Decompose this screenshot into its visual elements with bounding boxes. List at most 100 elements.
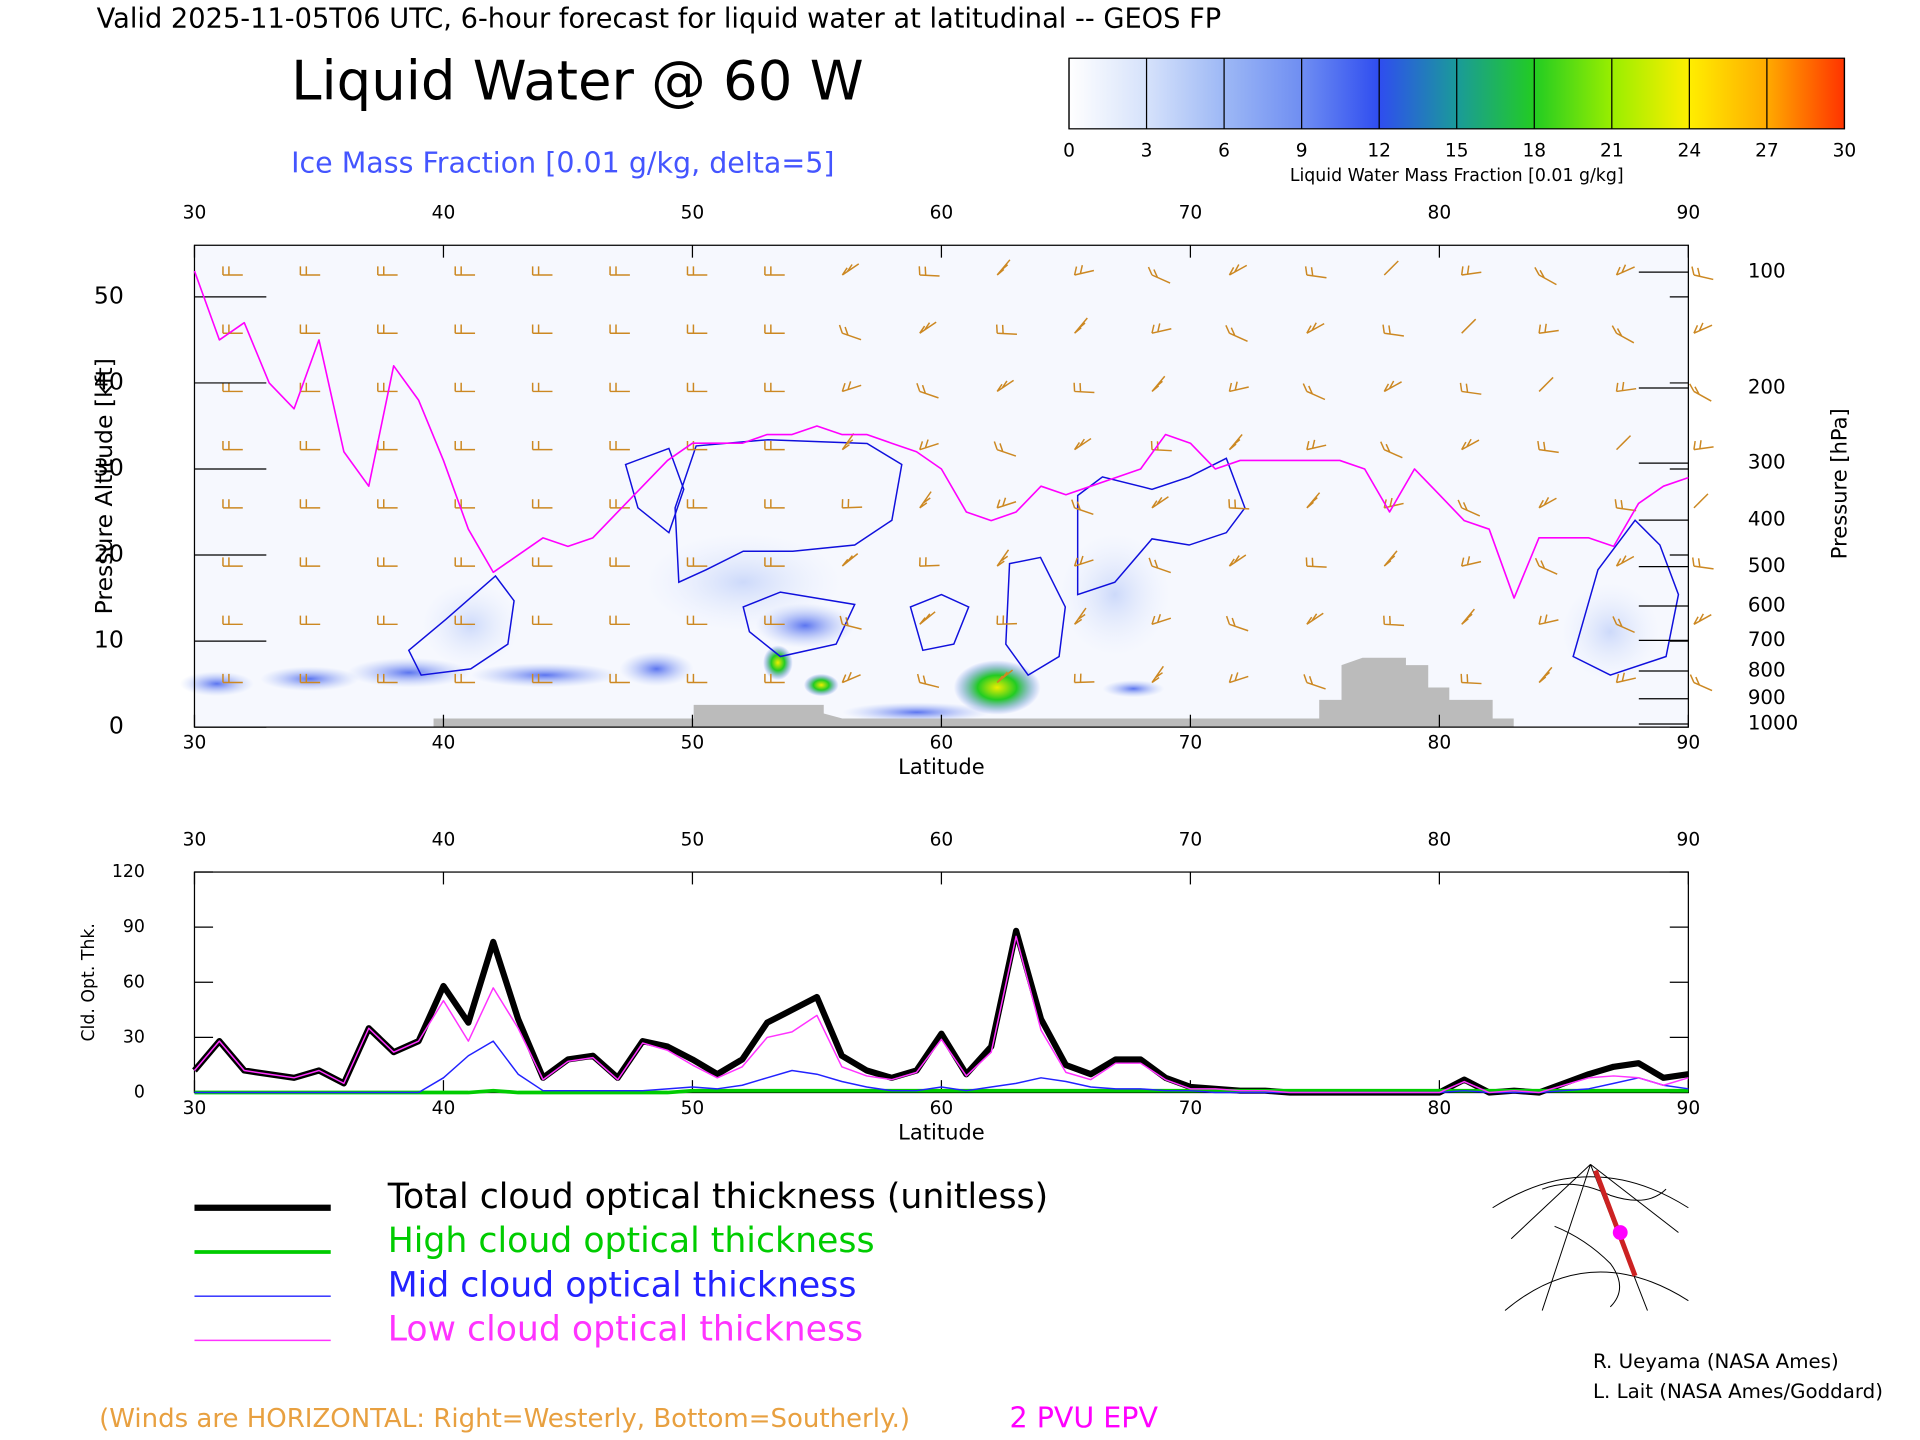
wind-barb <box>839 615 862 630</box>
wind-barb <box>1461 438 1480 451</box>
wind-barb <box>764 499 785 509</box>
wind-barb <box>919 321 937 334</box>
wind-barb <box>686 673 708 684</box>
wind-barb <box>377 557 398 567</box>
wind-barb <box>1148 557 1171 574</box>
ice-contour <box>407 438 1680 677</box>
wind-barb <box>686 382 708 393</box>
wind-barb <box>1460 673 1482 685</box>
y-tick-label: 120 <box>112 862 145 882</box>
wind-barb <box>609 499 630 509</box>
wind-barb <box>996 379 1015 393</box>
wind-barb <box>1615 435 1632 451</box>
series-line <box>193 935 1689 1094</box>
wind-barb <box>841 263 860 276</box>
wind-barb <box>1538 614 1559 626</box>
y-tick-label: 30 <box>123 1027 145 1047</box>
wind-barb <box>609 382 630 393</box>
colorbar-tick-label: 21 <box>1600 141 1624 162</box>
wind-barb <box>531 440 553 451</box>
wind-barb <box>841 553 859 567</box>
y2-tick-label: 400 <box>1748 508 1786 531</box>
x-tick-label: 40 <box>432 829 456 850</box>
wind-barb <box>299 615 321 626</box>
wind-barb <box>1228 554 1247 567</box>
wind-barb <box>764 673 785 684</box>
terrain <box>433 657 1514 728</box>
x-tick-label: 30 <box>183 829 207 850</box>
x-tick-label: 60 <box>930 733 954 754</box>
x-tick-label: 30 <box>183 1098 207 1119</box>
y2-tick-label: 800 <box>1748 659 1786 682</box>
x-tick-label: 80 <box>1428 1098 1452 1119</box>
wind-barb <box>1383 380 1402 393</box>
wind-barb <box>531 557 553 567</box>
y2-tick-label: 1000 <box>1748 711 1798 734</box>
colorbar-tick-label: 12 <box>1367 141 1391 162</box>
wind-barb <box>1459 382 1482 395</box>
credit: R. Ueyama (NASA Ames) <box>1593 1350 1839 1373</box>
y-axis-label: Cld. Opt. Thk. <box>79 923 99 1042</box>
wind-barb <box>1303 674 1326 690</box>
legend-label: Total cloud optical thickness (unitless) <box>387 1177 1048 1217</box>
colorbar-tick-label: 24 <box>1678 141 1702 162</box>
x-tick-label: 50 <box>681 733 705 754</box>
x-tick-label: 90 <box>1677 733 1701 754</box>
colorbar-tick-label: 3 <box>1141 141 1153 162</box>
wind-barb <box>222 557 243 567</box>
x-tick-label: 40 <box>432 203 456 224</box>
wind-barb <box>222 382 243 393</box>
wind-barb <box>1611 325 1635 344</box>
series-line <box>192 927 1689 1096</box>
wind-barb <box>1693 613 1712 625</box>
x-tick-label: 80 <box>1428 203 1452 224</box>
wind-barb <box>1306 322 1325 334</box>
legend-label: Low cloud optical thickness <box>388 1309 863 1349</box>
wind-barb <box>919 611 936 625</box>
wind-barb <box>996 497 1017 509</box>
wind-barb <box>764 382 785 393</box>
wind-barb <box>841 381 862 393</box>
wind-barb <box>919 491 932 509</box>
wind-barb <box>377 266 398 276</box>
wind-barb <box>1615 264 1635 276</box>
chart-subtitle: Ice Mass Fraction [0.01 g/kg, delta=5] <box>291 147 834 180</box>
colorbar-tick-label: 9 <box>1296 141 1308 162</box>
wind-barb <box>299 324 321 334</box>
annotation: (Winds are HORIZONTAL: Right=Westerly, B… <box>99 1404 910 1434</box>
wind-barb <box>531 324 553 334</box>
x-tick-label: 90 <box>1677 1098 1701 1119</box>
x-tick-label: 70 <box>1179 1098 1203 1119</box>
wind-barb <box>299 673 321 684</box>
wind-barb <box>531 499 553 509</box>
y-tick-label: 30 <box>94 453 124 481</box>
plot-frame <box>193 871 1689 1094</box>
wind-barb <box>996 669 1014 684</box>
x-tick-label: 80 <box>1428 733 1452 754</box>
wind-barb <box>1383 550 1398 567</box>
y-tick-label: 10 <box>94 626 124 654</box>
wind-barb <box>916 382 939 399</box>
wind-barb <box>1228 433 1243 451</box>
wind-barb <box>764 324 785 334</box>
wind-barb <box>609 557 630 567</box>
wind-barb <box>1074 317 1088 334</box>
x-tick-label: 60 <box>930 203 954 224</box>
wind-barb <box>1691 266 1714 281</box>
y-tick-label: 90 <box>123 917 145 937</box>
x-tick-label: 70 <box>1179 203 1203 224</box>
y2-tick-label: 500 <box>1748 554 1786 577</box>
locator-map <box>1492 1163 1689 1311</box>
wind-barb <box>454 324 476 334</box>
wind-barb <box>1151 375 1166 393</box>
wind-barb <box>222 499 243 509</box>
wind-barb <box>377 673 398 684</box>
colorbar-tick-label: 30 <box>1833 141 1857 162</box>
y2-tick-label: 600 <box>1748 593 1786 616</box>
x-tick-label: 60 <box>930 829 954 850</box>
wind-barb <box>1615 672 1636 684</box>
wind-barb <box>686 266 708 276</box>
colorbar-tick-label: 18 <box>1522 141 1546 162</box>
colorbar-label: Liquid Water Mass Fraction [0.01 g/kg] <box>1290 166 1624 186</box>
